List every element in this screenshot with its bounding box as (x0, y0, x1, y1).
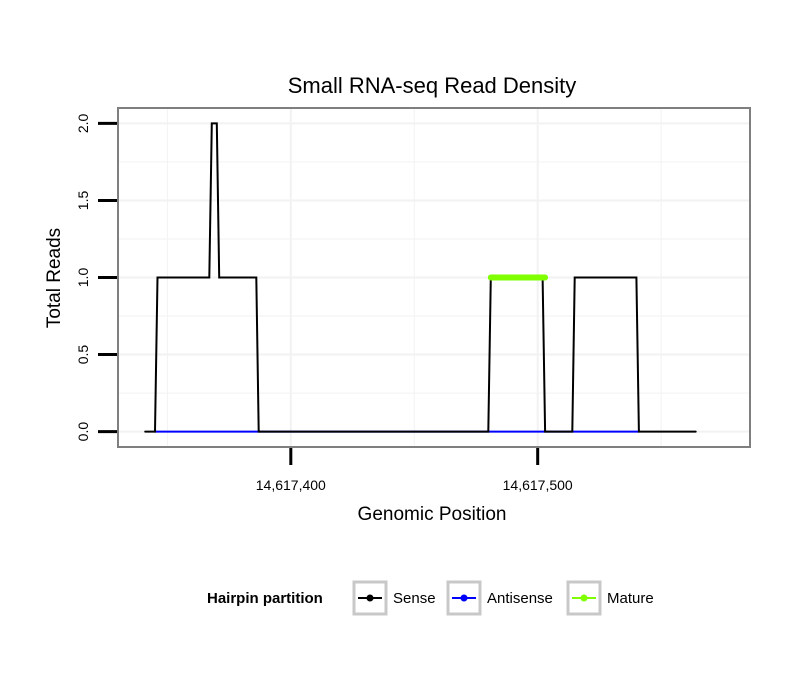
x-axis: 14,617,400 14,617,500 (256, 448, 573, 493)
legend-label: Antisense (487, 590, 553, 607)
legend-title: Hairpin partition (207, 590, 323, 607)
y-axis-label: Total Reads (44, 228, 65, 328)
legend: Hairpin partition Sense Antisense Mature (207, 580, 654, 616)
legend-label: Mature (607, 590, 654, 607)
x-tick-label: 14,617,500 (503, 477, 573, 493)
y-tick-label: 0.5 (75, 345, 91, 365)
y-tick-label: 1.0 (75, 268, 91, 288)
x-axis-label: Genomic Position (358, 504, 507, 525)
legend-label: Sense (393, 590, 436, 607)
legend-key-marker (460, 594, 468, 602)
y-tick-label: 2.0 (75, 113, 91, 133)
legend-key-marker (580, 594, 588, 602)
x-tick-label: 14,617,400 (256, 477, 326, 493)
y-axis: 0.0 0.5 1.0 1.5 2.0 (75, 113, 117, 441)
legend-item-mature: Mature (566, 580, 654, 616)
y-tick-label: 1.5 (75, 191, 91, 211)
legend-item-sense: Sense (352, 580, 436, 616)
y-tick-label: 0.0 (75, 422, 91, 442)
legend-key-marker (366, 594, 374, 602)
plot-border (117, 107, 751, 448)
series-sense-line (144, 122, 697, 433)
chart-title: Small RNA-seq Read Density (288, 73, 577, 98)
legend-item-antisense: Antisense (446, 580, 553, 616)
series-lines (144, 122, 697, 433)
